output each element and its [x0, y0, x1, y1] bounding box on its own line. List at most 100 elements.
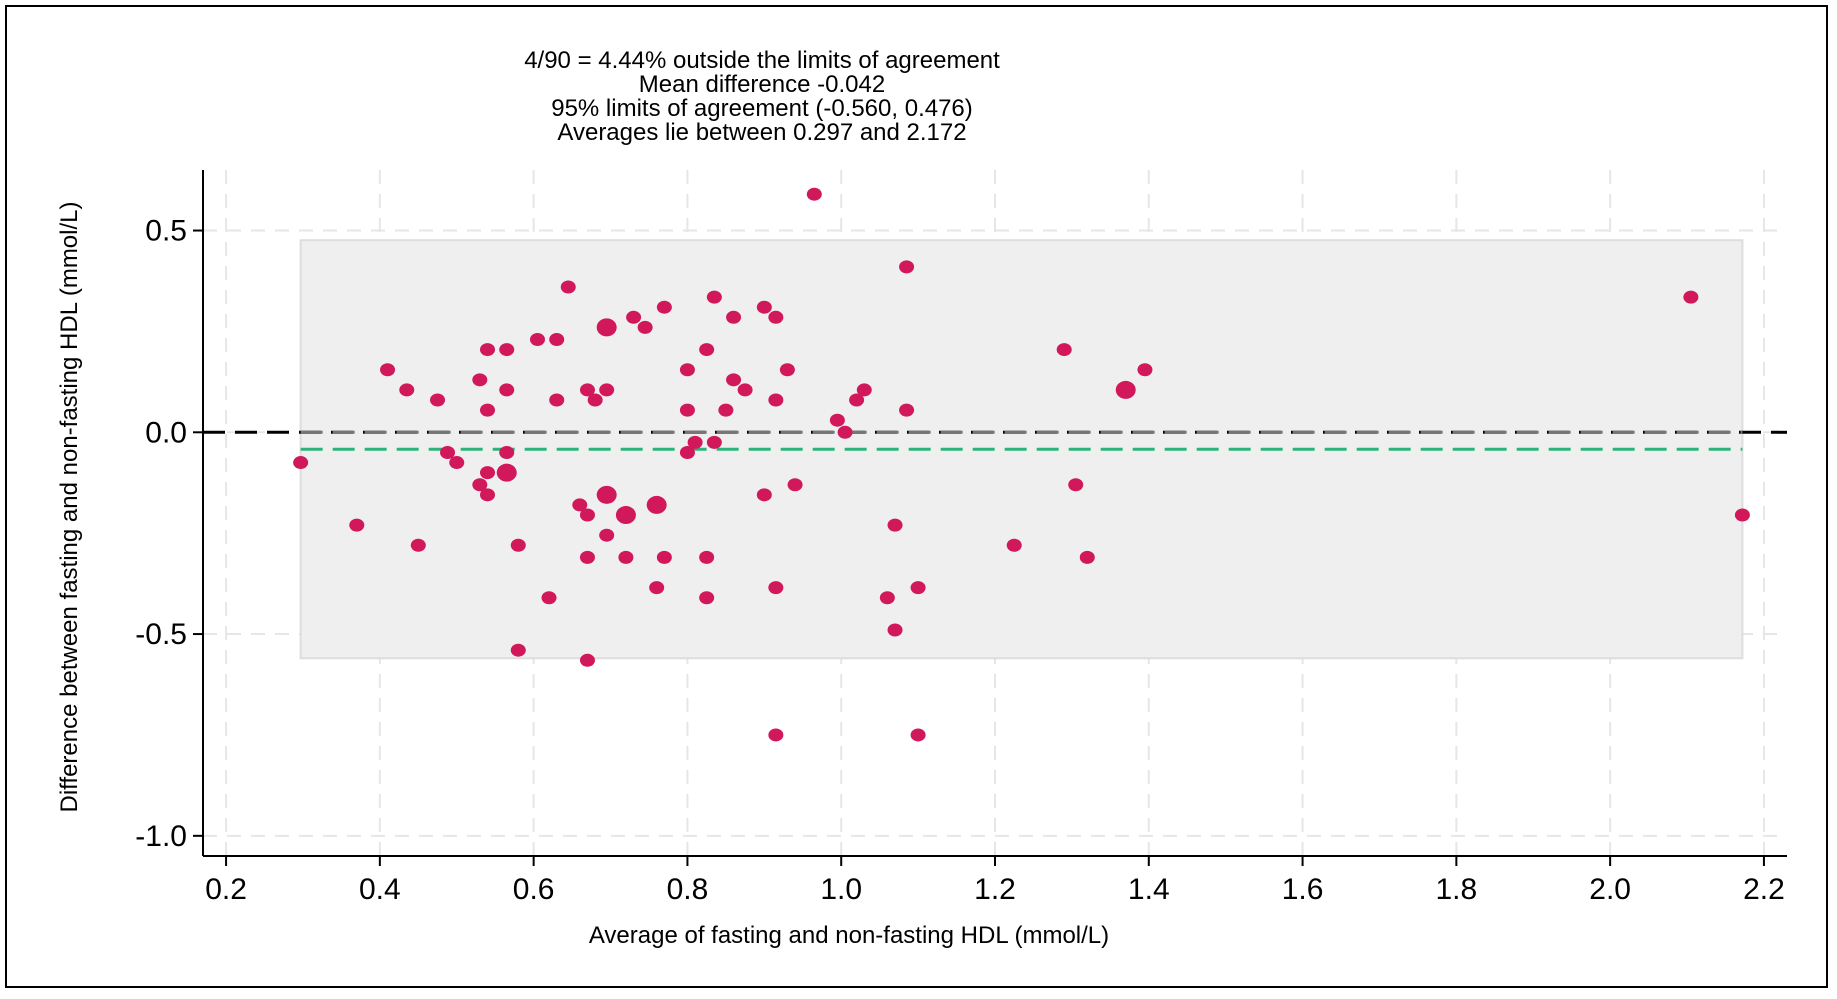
data-point-26 — [579, 383, 595, 397]
data-point-47 — [699, 343, 715, 357]
x-tick-label-9: 2.0 — [1589, 873, 1631, 906]
data-point-32 — [599, 383, 615, 397]
data-point-37 — [626, 310, 642, 324]
data-point-82 — [1683, 290, 1699, 304]
data-point-52 — [718, 403, 734, 417]
data-point-59 — [768, 393, 784, 407]
title-line-4: Averages lie between 0.297 and 2.172 — [557, 119, 966, 146]
bland-altman-plot: 0.5 0.0 -0.5 -1.0 0.2 0.4 0.6 0.8 1.0 1.2 1.4 1.6 1.… — [56, 47, 1787, 949]
data-point-50 — [706, 290, 722, 304]
data-point-1 — [349, 518, 365, 532]
data-point-79 — [1079, 550, 1095, 564]
data-point-40 — [649, 581, 665, 595]
data-point-56 — [756, 300, 772, 314]
data-point-42 — [656, 550, 672, 564]
points-layer — [293, 187, 1750, 742]
data-point-22 — [549, 332, 565, 346]
data-point-23 — [549, 393, 565, 407]
data-point-35 — [615, 506, 636, 525]
x-tick-label-7: 1.6 — [1282, 873, 1324, 906]
data-point-51 — [706, 435, 722, 449]
data-point-77 — [1056, 343, 1072, 357]
data-point-0 — [293, 456, 309, 470]
data-point-30 — [587, 393, 603, 407]
data-point-19 — [510, 643, 526, 657]
data-point-16 — [499, 445, 515, 459]
data-point-54 — [726, 373, 742, 387]
chart-title: 4/90 = 4.44% outside the limits of agree… — [524, 47, 1000, 146]
data-point-43 — [679, 363, 695, 377]
data-point-65 — [829, 413, 845, 427]
y-tick-label-3: -1.0 — [135, 820, 187, 853]
data-point-9 — [472, 478, 488, 492]
data-point-39 — [646, 495, 667, 514]
y-tick-label-0: 0.5 — [145, 215, 187, 248]
data-point-80 — [1115, 380, 1136, 399]
data-point-83 — [1734, 508, 1750, 522]
data-point-21 — [541, 591, 557, 605]
data-point-75 — [910, 728, 926, 742]
data-point-29 — [579, 653, 595, 667]
x-tick-label-1: 0.4 — [359, 873, 401, 906]
data-point-6 — [440, 445, 456, 459]
data-point-13 — [480, 488, 496, 502]
data-point-78 — [1068, 478, 1084, 492]
data-point-66 — [837, 425, 853, 439]
data-point-5 — [430, 393, 446, 407]
data-point-15 — [499, 383, 515, 397]
data-point-74 — [910, 581, 926, 595]
data-point-72 — [899, 260, 915, 274]
x-tick-label-10: 2.2 — [1743, 873, 1785, 906]
x-tick-label-2: 0.6 — [513, 873, 555, 906]
title-line-3: 95% limits of agreement (-0.560, 0.476) — [551, 95, 973, 122]
data-point-57 — [756, 488, 772, 502]
data-point-41 — [656, 300, 672, 314]
data-point-4 — [410, 538, 426, 552]
data-point-76 — [1006, 538, 1022, 552]
data-point-46 — [687, 435, 703, 449]
data-point-14 — [499, 343, 515, 357]
data-point-48 — [699, 550, 715, 564]
data-point-68 — [856, 383, 872, 397]
data-point-61 — [768, 728, 784, 742]
data-point-10 — [480, 343, 496, 357]
x-tick-label-6: 1.4 — [1128, 873, 1170, 906]
data-point-36 — [618, 550, 634, 564]
data-point-27 — [579, 508, 595, 522]
data-point-2 — [380, 363, 396, 377]
data-point-60 — [768, 581, 784, 595]
x-tick-label-5: 1.2 — [974, 873, 1016, 906]
chart-frame: 0.5 0.0 -0.5 -1.0 0.2 0.4 0.6 0.8 1.0 1.2 1.4 1.6 1.… — [5, 5, 1828, 988]
data-point-24 — [560, 280, 576, 294]
data-point-73 — [899, 403, 915, 417]
data-point-81 — [1137, 363, 1153, 377]
data-point-64 — [806, 187, 822, 201]
data-point-8 — [472, 373, 488, 387]
data-point-18 — [510, 538, 526, 552]
data-point-58 — [768, 310, 784, 324]
title-line-2: Mean difference -0.042 — [639, 71, 885, 98]
x-tick-label-0: 0.2 — [205, 873, 247, 906]
x-tick-label-8: 1.8 — [1435, 873, 1477, 906]
reference-lines-layer — [203, 430, 1787, 451]
data-point-53 — [726, 310, 742, 324]
x-tick-label-4: 1.0 — [820, 873, 862, 906]
data-point-62 — [779, 363, 795, 377]
data-point-33 — [596, 485, 617, 504]
data-point-44 — [679, 403, 695, 417]
title-line-1: 4/90 = 4.44% outside the limits of agree… — [524, 47, 1000, 74]
data-point-12 — [480, 466, 496, 480]
y-tick-label-1: 0.0 — [145, 416, 187, 449]
data-point-70 — [887, 518, 903, 532]
data-point-55 — [737, 383, 753, 397]
x-axis-label: Average of fasting and non-fasting HDL (… — [589, 922, 1109, 949]
data-point-25 — [572, 498, 588, 512]
data-point-63 — [787, 478, 803, 492]
x-tick-label-3: 0.8 — [667, 873, 709, 906]
data-point-34 — [599, 528, 615, 542]
data-point-49 — [699, 591, 715, 605]
data-point-71 — [887, 623, 903, 637]
axes-layer: 0.5 0.0 -0.5 -1.0 0.2 0.4 0.6 0.8 1.0 1.2 1.4 1.6 1.… — [135, 170, 1787, 906]
y-tick-label-2: -0.5 — [135, 618, 187, 651]
y-axis-label: Difference between fasting and non-fasti… — [56, 202, 83, 813]
